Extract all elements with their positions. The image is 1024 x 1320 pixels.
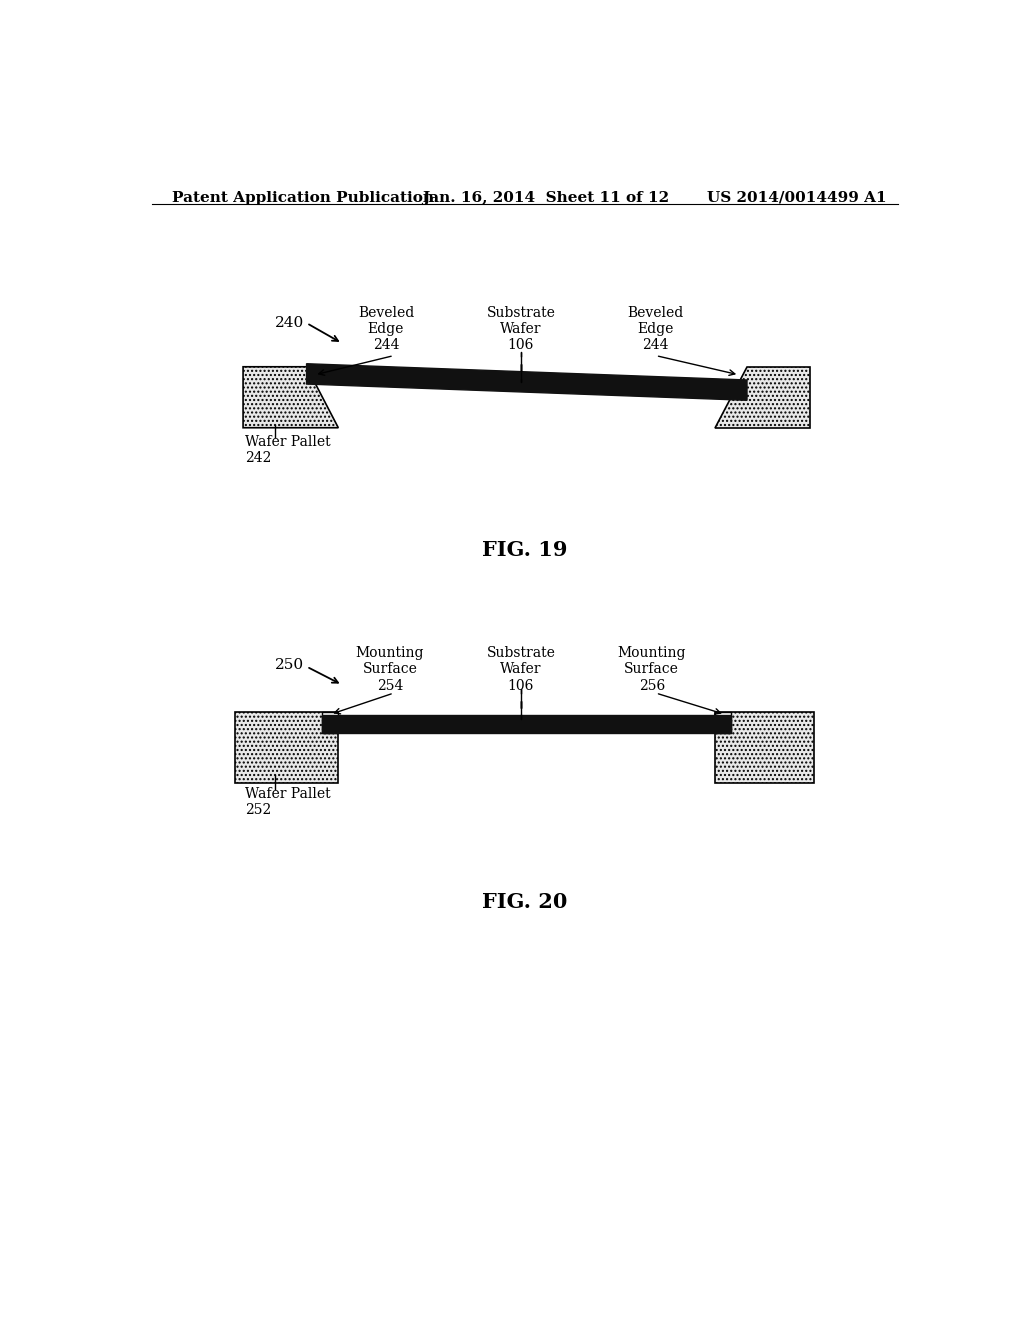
Polygon shape xyxy=(243,367,338,428)
Polygon shape xyxy=(306,364,748,400)
Text: Jan. 16, 2014  Sheet 11 of 12: Jan. 16, 2014 Sheet 11 of 12 xyxy=(422,191,669,205)
Text: Substrate
Wafer
106: Substrate Wafer 106 xyxy=(486,647,555,693)
Text: Patent Application Publication: Patent Application Publication xyxy=(172,191,433,205)
Text: Wafer Pallet
242: Wafer Pallet 242 xyxy=(246,434,331,465)
Text: 240: 240 xyxy=(274,315,304,330)
Polygon shape xyxy=(323,713,338,733)
Text: Wafer Pallet
252: Wafer Pallet 252 xyxy=(246,787,331,817)
Polygon shape xyxy=(323,715,731,733)
Polygon shape xyxy=(236,713,338,784)
Text: Beveled
Edge
244: Beveled Edge 244 xyxy=(628,306,684,352)
Text: Mounting
Surface
256: Mounting Surface 256 xyxy=(617,647,686,693)
Text: FIG. 20: FIG. 20 xyxy=(482,892,567,912)
Text: US 2014/0014499 A1: US 2014/0014499 A1 xyxy=(708,191,887,205)
Polygon shape xyxy=(715,713,814,784)
Text: 250: 250 xyxy=(274,659,304,672)
Polygon shape xyxy=(715,713,731,733)
Text: Beveled
Edge
244: Beveled Edge 244 xyxy=(357,306,414,352)
Text: Mounting
Surface
254: Mounting Surface 254 xyxy=(355,647,424,693)
Text: Substrate
Wafer
106: Substrate Wafer 106 xyxy=(486,306,555,352)
Polygon shape xyxy=(715,367,811,428)
Text: FIG. 19: FIG. 19 xyxy=(482,540,567,560)
